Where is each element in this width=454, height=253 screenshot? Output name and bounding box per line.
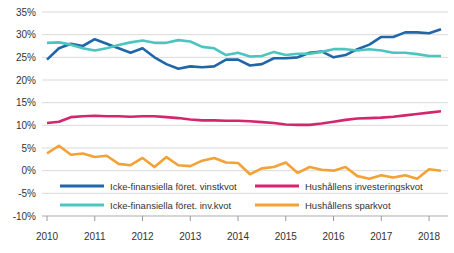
y-tick-label: 15% bbox=[16, 97, 36, 108]
x-tick bbox=[333, 216, 334, 221]
y-tick-label: -10% bbox=[13, 211, 36, 222]
grid-line bbox=[42, 125, 448, 126]
legend-swatch bbox=[255, 204, 299, 207]
x-tick bbox=[190, 216, 191, 221]
legend: Icke-finansiella föret. vinstkvot Icke-fi… bbox=[60, 181, 423, 211]
grid-line bbox=[42, 80, 448, 81]
x-tick-label: 2018 bbox=[418, 231, 441, 242]
grid-line bbox=[42, 216, 448, 217]
x-tick-label: 2013 bbox=[179, 231, 202, 242]
grid-line bbox=[42, 57, 448, 58]
x-tick-label: 2014 bbox=[227, 231, 250, 242]
x-tick bbox=[142, 216, 143, 221]
y-tick-label: 20% bbox=[16, 75, 36, 86]
x-tick bbox=[429, 216, 430, 221]
grid-line bbox=[42, 12, 448, 13]
x-tick bbox=[47, 216, 48, 221]
y-tick-label: 35% bbox=[16, 7, 36, 18]
y-tick-label: 5% bbox=[22, 143, 37, 154]
x-tick-label: 2017 bbox=[370, 231, 393, 242]
x-tick bbox=[381, 216, 382, 221]
grid-line bbox=[42, 148, 448, 149]
series-line bbox=[47, 111, 441, 125]
grid-line bbox=[42, 193, 448, 194]
x-tick-label: 2010 bbox=[36, 231, 59, 242]
x-axis-line bbox=[42, 216, 448, 217]
x-tick-label: 2011 bbox=[84, 231, 106, 242]
x-tick-label: 2015 bbox=[275, 231, 298, 242]
legend-label: Hushållens investeringskvot bbox=[305, 181, 423, 192]
y-tick-label: 0% bbox=[22, 165, 37, 176]
x-tick-label: 2012 bbox=[131, 231, 154, 242]
legend-swatch bbox=[60, 185, 104, 188]
grid-line bbox=[42, 34, 448, 35]
grid-line bbox=[42, 102, 448, 103]
series-line bbox=[47, 29, 441, 68]
legend-swatch bbox=[255, 185, 299, 188]
series-line bbox=[47, 40, 441, 56]
y-tick-label: -5% bbox=[18, 188, 36, 199]
legend-label: Icke-finansiella föret. inv.kvot bbox=[110, 200, 232, 211]
legend-swatch bbox=[60, 204, 104, 207]
x-tick bbox=[94, 216, 95, 221]
y-tick-label: 25% bbox=[16, 52, 36, 63]
legend-label: Hushållens sparkvot bbox=[305, 200, 391, 211]
x-tick bbox=[238, 216, 239, 221]
y-tick-label: 30% bbox=[16, 29, 36, 40]
series-line bbox=[47, 146, 441, 179]
plot-area bbox=[47, 29, 441, 179]
x-tick-label: 2016 bbox=[322, 231, 345, 242]
x-tick bbox=[285, 216, 286, 221]
chart: -10% -5% 0% 5% 10% 15% 20% 25% 30% 35% 2010 2011 201… bbox=[0, 0, 454, 253]
legend-label: Icke-finansiella föret. vinstkvot bbox=[110, 181, 237, 192]
y-tick-label: 10% bbox=[16, 120, 36, 131]
